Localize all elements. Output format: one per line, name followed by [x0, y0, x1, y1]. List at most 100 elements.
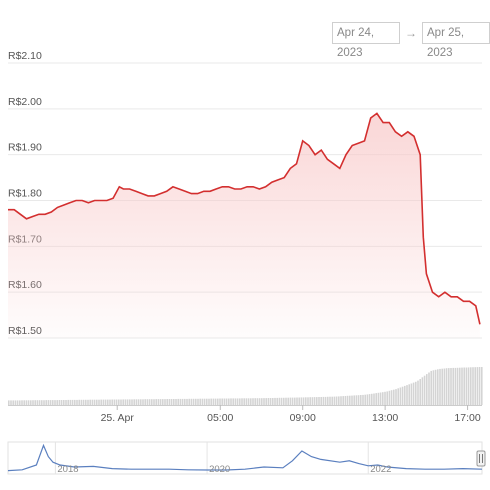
volume-bar: [450, 368, 452, 405]
volume-bar: [465, 367, 468, 405]
volume-bar: [8, 400, 10, 405]
date-from-input[interactable]: Apr 24, 2023: [332, 22, 400, 59]
volume-bar: [241, 398, 243, 405]
volume-bar: [124, 399, 127, 405]
volume-bar: [16, 400, 19, 405]
volume-bar: [423, 375, 426, 405]
volume-bar: [144, 399, 146, 405]
volume-bar: [404, 385, 406, 405]
volume-bar: [287, 397, 289, 405]
volume-bar: [289, 397, 292, 405]
volume-bar: [437, 369, 439, 405]
volume-bar: [355, 395, 358, 405]
volume-bar: [421, 377, 424, 405]
volume-bar: [45, 400, 47, 405]
navigator-handle-grip[interactable]: [476, 450, 486, 467]
volume-bar: [272, 398, 274, 405]
volume-bar: [197, 398, 199, 405]
volume-bar: [36, 400, 39, 405]
volume-bar: [390, 390, 393, 405]
volume-bar: [236, 398, 239, 405]
volume-bar: [181, 398, 184, 405]
volume-bar: [324, 396, 327, 405]
date-range-selector: Apr 24, 2023 → Apr 25, 2023: [332, 22, 490, 59]
y-tick-label: R$1.80: [8, 188, 42, 200]
volume-bar: [371, 393, 373, 405]
y-tick-label: R$2.10: [8, 50, 42, 62]
volume-bar: [307, 397, 309, 405]
volume-bar: [344, 396, 347, 405]
volume-bar: [329, 396, 331, 405]
volume-bar: [368, 394, 371, 405]
volume-bar: [430, 370, 432, 405]
volume-bar: [54, 400, 56, 405]
volume-bar: [448, 368, 450, 405]
x-tick-label: 25. Apr: [101, 412, 135, 424]
volume-bar: [56, 400, 58, 405]
navigator-handle[interactable]: [476, 450, 486, 467]
volume-bar: [210, 398, 212, 405]
volume-bar: [401, 386, 404, 405]
volume-bar: [331, 396, 333, 405]
volume-bar: [459, 367, 461, 405]
volume-bar: [276, 397, 278, 405]
volume-bar: [377, 392, 380, 405]
volume-bar: [335, 396, 338, 405]
volume-bar: [142, 399, 144, 405]
volume-bar: [296, 397, 298, 405]
volume-bar: [305, 397, 307, 405]
volume-bar: [313, 397, 316, 405]
volume-bar: [206, 398, 208, 405]
volume-bar: [52, 400, 54, 405]
volume-bar: [373, 393, 375, 405]
volume-bar: [316, 397, 318, 405]
volume-bar: [225, 398, 228, 405]
volume-bar: [263, 398, 265, 405]
volume-bar: [239, 398, 241, 405]
volume-bar: [417, 380, 419, 405]
volume-bar: [153, 399, 155, 405]
volume-bar: [364, 394, 366, 405]
volume-bar: [362, 394, 364, 405]
volume-bar: [300, 397, 303, 405]
volume-bar: [122, 399, 124, 405]
volume-bar: [481, 367, 483, 405]
volume-bar: [393, 389, 395, 405]
volume-bar: [311, 397, 314, 405]
volume-bar: [470, 367, 472, 405]
volume-bar: [159, 399, 162, 405]
volume-bar: [476, 367, 479, 405]
volume-bar: [74, 399, 76, 405]
volume-bar: [250, 398, 252, 405]
navigator[interactable]: 2018 2020 2022: [7, 441, 486, 475]
volume-bar: [228, 398, 230, 405]
volume-bar: [360, 395, 362, 405]
volume-bar: [474, 367, 476, 405]
volume-bar: [91, 399, 94, 405]
volume-bar: [223, 398, 226, 405]
volume-bars: [8, 367, 483, 405]
volume-bar: [410, 383, 413, 405]
volume-bar: [186, 398, 188, 405]
volume-bar: [412, 382, 415, 405]
volume-bar: [30, 400, 32, 405]
volume-bar: [214, 398, 217, 405]
volume-bar: [280, 397, 283, 405]
volume-bar: [478, 367, 481, 405]
volume-bar: [318, 397, 320, 405]
x-axis: 25. Apr 05:00 09:00 13:00 17:00: [101, 405, 481, 424]
volume-bar: [267, 398, 270, 405]
volume-bar: [399, 387, 402, 405]
volume-bar: [340, 396, 342, 405]
volume-bar: [87, 399, 89, 405]
volume-bar: [428, 372, 430, 405]
volume-bar: [320, 397, 322, 405]
volume-bar: [65, 400, 67, 405]
volume-bar: [346, 395, 349, 405]
volume-bar: [454, 367, 457, 405]
volume-bar: [382, 392, 384, 405]
volume-bar: [379, 392, 382, 405]
volume-bar: [85, 399, 87, 405]
volume-bar: [261, 398, 263, 405]
